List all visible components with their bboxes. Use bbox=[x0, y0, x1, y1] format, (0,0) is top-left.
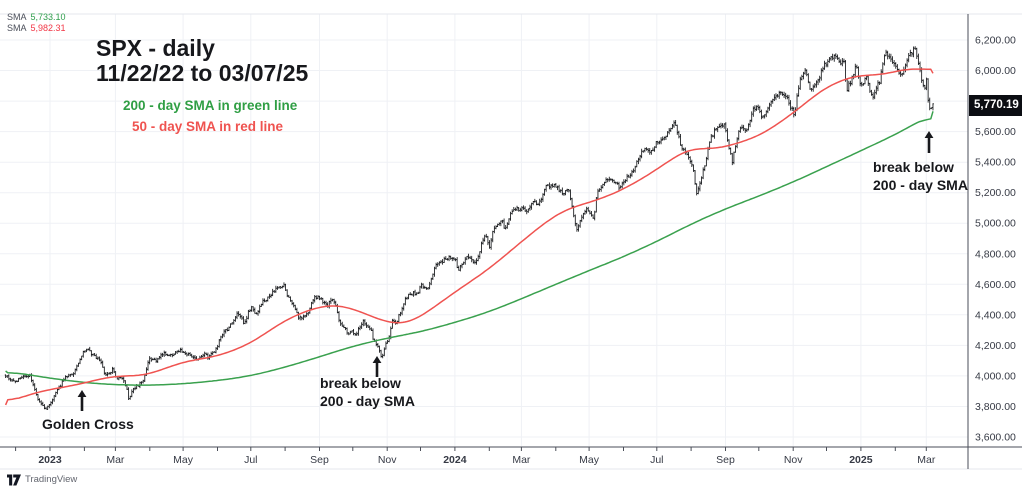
y-axis-label[interactable]: 6,000.00 bbox=[975, 65, 1016, 77]
x-axis-label[interactable]: May bbox=[173, 454, 194, 466]
x-axis-label[interactable]: Mar bbox=[512, 454, 531, 466]
last-price-label: 5,770.19 bbox=[969, 95, 1022, 116]
sma200-legend-label: SMA bbox=[7, 12, 27, 22]
mid-break-line1: break below bbox=[320, 375, 401, 391]
y-axis-label[interactable]: 6,200.00 bbox=[975, 35, 1016, 47]
x-axis-label[interactable]: Nov bbox=[784, 454, 803, 466]
chart-title-range: 11/22/22 to 03/07/25 bbox=[96, 60, 309, 86]
right-break-line2: 200 - day SMA bbox=[873, 177, 968, 193]
right-break-line1: break below bbox=[873, 159, 954, 175]
golden-cross-arrow-head bbox=[77, 390, 87, 397]
sma50-legend-row[interactable]: SMA 5,982.31 bbox=[7, 23, 66, 34]
tradingview-brand-text: TradingView bbox=[25, 474, 78, 485]
ohlc-bars bbox=[4, 46, 934, 410]
y-axis-label[interactable]: 5,200.00 bbox=[975, 187, 1016, 199]
sma50-note-drawing[interactable]: 50 - day SMA in red line bbox=[132, 119, 284, 134]
x-axis-label[interactable]: 2024 bbox=[443, 454, 467, 466]
y-axis-label[interactable]: 5,400.00 bbox=[975, 157, 1016, 169]
tradingview-attribution[interactable]: TradingView bbox=[7, 473, 77, 486]
mid-break-annotation[interactable]: break below 200 - day SMA bbox=[320, 374, 415, 410]
x-axis-label[interactable]: Sep bbox=[310, 454, 329, 466]
x-axis-label[interactable]: May bbox=[579, 454, 600, 466]
x-axis-label[interactable]: Mar bbox=[917, 454, 936, 466]
sma50-legend-value: 5,982.31 bbox=[30, 23, 66, 33]
y-axis-label[interactable]: 5,600.00 bbox=[975, 126, 1016, 138]
chart-title-drawing[interactable]: SPX - daily 11/22/22 to 03/07/25 bbox=[96, 36, 308, 86]
x-axis-label[interactable]: 2025 bbox=[849, 454, 873, 466]
indicator-legend[interactable]: SMA 5,733.10 SMA 5,982.31 bbox=[7, 12, 66, 34]
x-axis-label[interactable]: Jul bbox=[650, 454, 663, 466]
x-axis-label[interactable]: 2023 bbox=[38, 454, 62, 466]
x-axis-label[interactable]: Jul bbox=[244, 454, 257, 466]
x-axis-label[interactable]: Mar bbox=[106, 454, 125, 466]
chart-title-symbol: SPX - daily bbox=[96, 35, 215, 61]
sma50-line[interactable] bbox=[4, 68, 934, 406]
y-axis-label[interactable]: 3,600.00 bbox=[975, 432, 1016, 444]
y-axis-label[interactable]: 4,200.00 bbox=[975, 340, 1016, 352]
x-axis-label[interactable]: Sep bbox=[716, 454, 735, 466]
sma200-legend-value: 5,733.10 bbox=[30, 12, 66, 22]
y-axis-label[interactable]: 4,400.00 bbox=[975, 309, 1016, 321]
mid-break-line2: 200 - day SMA bbox=[320, 393, 415, 409]
x-axis-label[interactable]: Nov bbox=[378, 454, 397, 466]
golden-cross-annotation[interactable]: Golden Cross bbox=[42, 416, 134, 432]
tradingview-logo-icon bbox=[7, 474, 21, 486]
right-break-arrow-head bbox=[924, 131, 934, 138]
y-axis-label[interactable]: 3,800.00 bbox=[975, 401, 1016, 413]
sma200-line[interactable] bbox=[5, 111, 934, 386]
y-axis-label[interactable]: 4,600.00 bbox=[975, 279, 1016, 291]
sma200-legend-row[interactable]: SMA 5,733.10 bbox=[7, 12, 66, 23]
y-axis-label[interactable]: 4,800.00 bbox=[975, 248, 1016, 260]
sma50-legend-label: SMA bbox=[7, 23, 27, 33]
right-break-annotation[interactable]: break below 200 - day SMA bbox=[873, 158, 968, 194]
y-axis-label[interactable]: 4,000.00 bbox=[975, 370, 1016, 382]
y-axis-label[interactable]: 5,000.00 bbox=[975, 218, 1016, 230]
sma200-note-drawing[interactable]: 200 - day SMA in green line bbox=[123, 98, 298, 113]
mid-break-arrow-head bbox=[372, 356, 382, 363]
